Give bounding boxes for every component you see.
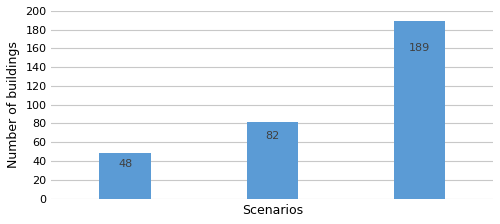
Bar [246, 122, 298, 198]
Bar [394, 21, 445, 198]
Y-axis label: Number of buildings: Number of buildings [7, 41, 20, 168]
X-axis label: Scenarios: Scenarios [242, 204, 303, 217]
Text: 82: 82 [265, 131, 280, 141]
Text: 48: 48 [118, 159, 132, 169]
Bar [100, 153, 151, 198]
Text: 189: 189 [409, 43, 430, 53]
